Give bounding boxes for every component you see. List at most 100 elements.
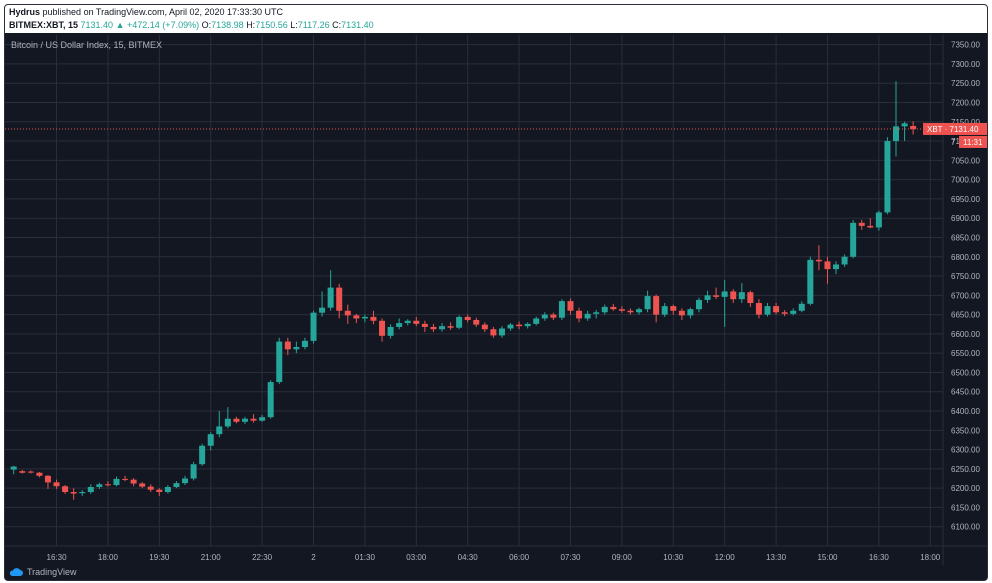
candle[interactable] [901,121,908,142]
candle[interactable] [87,484,94,494]
candle[interactable] [122,475,129,482]
candle[interactable] [10,465,17,475]
candle[interactable] [207,432,214,451]
candle[interactable] [27,470,34,474]
candle[interactable] [558,299,565,321]
candle[interactable] [147,484,154,493]
candle[interactable] [755,299,762,319]
candle[interactable] [310,310,317,344]
candle[interactable] [773,303,780,315]
candle[interactable] [104,481,111,487]
candle[interactable] [824,256,831,284]
candle[interactable] [62,485,69,494]
candle[interactable] [678,308,685,321]
candle[interactable] [439,323,445,332]
candle[interactable] [130,478,137,487]
candle[interactable] [276,337,283,385]
candle[interactable] [241,416,248,425]
candle[interactable] [892,81,899,157]
candle[interactable] [798,301,805,313]
candle[interactable] [833,261,840,275]
candle[interactable] [344,304,351,324]
candle[interactable] [70,488,77,500]
candle[interactable] [498,326,505,338]
candle[interactable] [550,312,557,321]
candle[interactable] [430,323,437,332]
tradingview-cloud-icon[interactable] [9,567,23,577]
candle[interactable] [182,475,189,486]
candle[interactable] [173,481,180,489]
candle[interactable] [233,416,240,424]
candle[interactable] [781,309,788,317]
candle[interactable] [524,322,531,329]
candle[interactable] [447,322,454,331]
candle[interactable] [618,306,625,313]
candle[interactable] [113,476,120,487]
candle[interactable] [747,290,754,307]
candle[interactable] [576,307,583,323]
candle[interactable] [910,121,917,135]
candle[interactable] [370,310,377,325]
candle[interactable] [19,470,26,474]
candle[interactable] [464,314,471,323]
candle[interactable] [670,304,677,315]
candle[interactable] [490,326,497,338]
candle[interactable] [139,481,146,489]
candle[interactable] [199,443,206,466]
candle[interactable] [44,475,51,489]
candle[interactable] [164,485,171,494]
candle[interactable] [687,307,694,319]
candle[interactable] [404,319,411,326]
candle[interactable] [653,294,660,323]
candle[interactable] [704,290,711,304]
candle[interactable] [96,482,103,489]
candlestick-chart[interactable]: Bitcoin / US Dollar Index, 15, BITMEX 61… [5,5,987,565]
candle[interactable] [79,490,86,496]
candle[interactable] [216,411,223,438]
candle[interactable] [387,324,394,339]
candle[interactable] [764,303,771,317]
candle[interactable] [636,307,643,315]
candle[interactable] [721,279,728,327]
candle[interactable] [224,407,231,429]
candle[interactable] [421,320,428,332]
candle[interactable] [593,309,600,319]
candle[interactable] [267,380,274,419]
candle[interactable] [284,337,291,356]
candle[interactable] [644,290,651,313]
candle[interactable] [336,283,343,319]
candle[interactable] [610,303,617,311]
candle[interactable] [53,479,60,489]
candle[interactable] [361,314,368,323]
candle[interactable] [858,219,865,230]
candle[interactable] [353,313,360,324]
candle[interactable] [695,297,702,313]
candle[interactable] [730,289,737,304]
candle[interactable] [661,303,668,317]
candle[interactable] [713,287,720,300]
candle[interactable] [790,308,797,316]
candle[interactable] [301,337,308,350]
candle[interactable] [379,318,386,342]
candle[interactable] [190,461,197,481]
candle[interactable] [259,414,266,422]
candle[interactable] [516,321,523,330]
candle[interactable] [841,254,848,267]
time-axis[interactable]: 16:30 18:00 19:30 21:00 22:30 2 01:30 03:00 04:3… [47,553,941,562]
candle[interactable] [815,245,822,271]
candle[interactable] [319,291,326,317]
candle[interactable] [850,220,857,259]
candle[interactable] [807,256,814,306]
candle[interactable] [567,298,574,315]
candle[interactable] [584,310,591,321]
candle[interactable] [533,316,540,326]
candle[interactable] [293,341,300,354]
candle[interactable] [541,312,548,321]
candle[interactable] [738,282,745,304]
candle[interactable] [601,304,608,315]
candle[interactable] [396,318,403,330]
candle[interactable] [156,488,163,496]
candle[interactable] [36,471,43,478]
candle[interactable] [867,218,874,229]
candle[interactable] [250,414,257,423]
